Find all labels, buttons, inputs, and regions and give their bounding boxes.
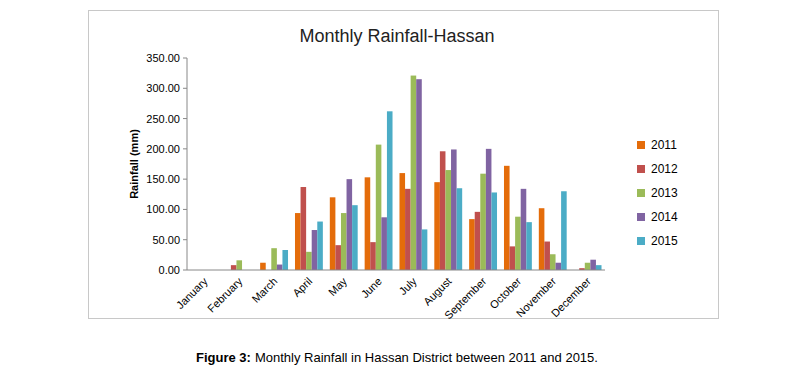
bar [282,250,288,270]
bar [405,189,411,270]
bar [445,170,451,270]
figure-caption: Figure 3: Monthly Rainfall in Hassan Dist… [196,350,598,365]
bar [504,166,510,270]
x-tick-label: April [290,275,314,299]
x-tick-label: August [421,275,454,308]
bar [416,79,422,270]
bar [399,173,405,270]
bar [475,212,481,270]
bar [411,76,417,270]
bar [381,217,387,270]
bar [544,242,550,270]
bar [451,149,457,270]
bar [306,252,312,270]
bar [590,260,596,270]
bar [556,263,562,270]
y-tick-label: 150.00 [146,173,180,185]
y-tick [183,270,187,271]
y-tick-label: 200.00 [146,143,180,155]
bar [526,222,532,270]
bar [301,187,307,270]
x-tick-label: September [442,275,489,322]
bars [231,76,602,270]
y-tick-label: 50.00 [152,234,180,246]
legend-label: 2014 [651,210,678,224]
legend-swatch [637,141,645,149]
bar [422,229,428,270]
caption-number: Figure 3: [196,350,251,365]
bar [469,219,475,270]
x-tick-label: May [326,275,350,299]
x-tick-label: March [249,275,279,305]
y-tick [183,179,187,180]
bar [539,208,545,270]
bar [561,191,567,270]
bar [521,189,527,270]
chart-title: Monthly Rainfall-Hassan [299,26,494,46]
bar [480,174,486,270]
y-tick [183,209,187,210]
y-tick [183,58,187,59]
x-tick-label: July [397,275,420,298]
bar [457,188,463,270]
legend-swatch [637,237,645,245]
y-tick-label: 350.00 [146,52,180,64]
bar [376,145,382,270]
bar [277,265,283,270]
bar [317,222,323,270]
bar [486,149,492,270]
chart-frame [89,11,719,319]
bar [347,179,353,270]
x-axis-line [187,270,605,271]
bar [231,265,237,270]
y-tick [183,88,187,89]
bar [352,205,358,270]
y-tick [183,239,187,240]
bar [335,245,341,270]
legend-label: 2012 [651,162,678,176]
y-tick-label: 300.00 [146,82,180,94]
bar [370,242,376,270]
x-tick-label: December [549,275,594,320]
bar [312,230,318,270]
y-tick-label: 100.00 [146,203,180,215]
bar [365,177,371,270]
bar [596,265,602,270]
y-axis-line [187,58,188,270]
bar [341,213,347,270]
legend-label: 2011 [651,138,677,152]
bar [585,263,591,270]
bar [236,260,242,270]
y-axis-label: Rainfall (mm) [128,129,140,199]
legend-label: 2013 [651,186,678,200]
y-tick-label: 0.00 [159,264,180,276]
bar [515,217,521,270]
legend-label: 2015 [651,234,678,248]
x-tick-label: February [205,275,245,315]
bar [260,263,266,270]
bar [434,182,440,270]
legend-swatch [637,189,645,197]
bar [295,213,301,270]
bar [387,111,393,270]
bar [330,197,336,270]
y-tick [183,118,187,119]
bar [550,254,556,270]
x-tick-label: June [359,275,384,300]
y-tick-label: 250.00 [146,113,180,125]
caption-text: Monthly Rainfall in Hassan District betw… [255,350,598,365]
chart-figure: Monthly Rainfall-Hassan Rainfall (mm) 0.00… [0,0,794,378]
bar [271,248,277,270]
bar [491,192,497,270]
legend-swatch [637,165,645,173]
bar [510,246,516,270]
y-tick [183,148,187,149]
legend-swatch [637,213,645,221]
bar [440,151,446,270]
